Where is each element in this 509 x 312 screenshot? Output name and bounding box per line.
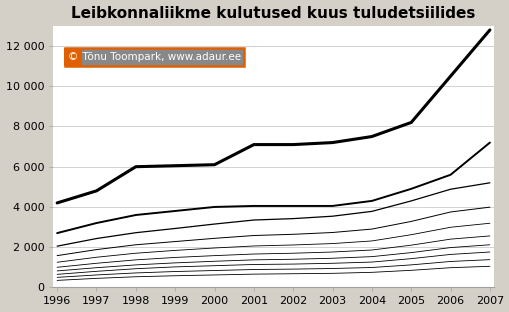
- Text: ©: ©: [68, 52, 78, 62]
- Text: © Tõnu Toompark, www.adaur.ee: © Tõnu Toompark, www.adaur.ee: [69, 52, 240, 62]
- Title: Leibkonnaliikme kulutused kuus tuludetsiilides: Leibkonnaliikme kulutused kuus tuludetsi…: [71, 6, 475, 21]
